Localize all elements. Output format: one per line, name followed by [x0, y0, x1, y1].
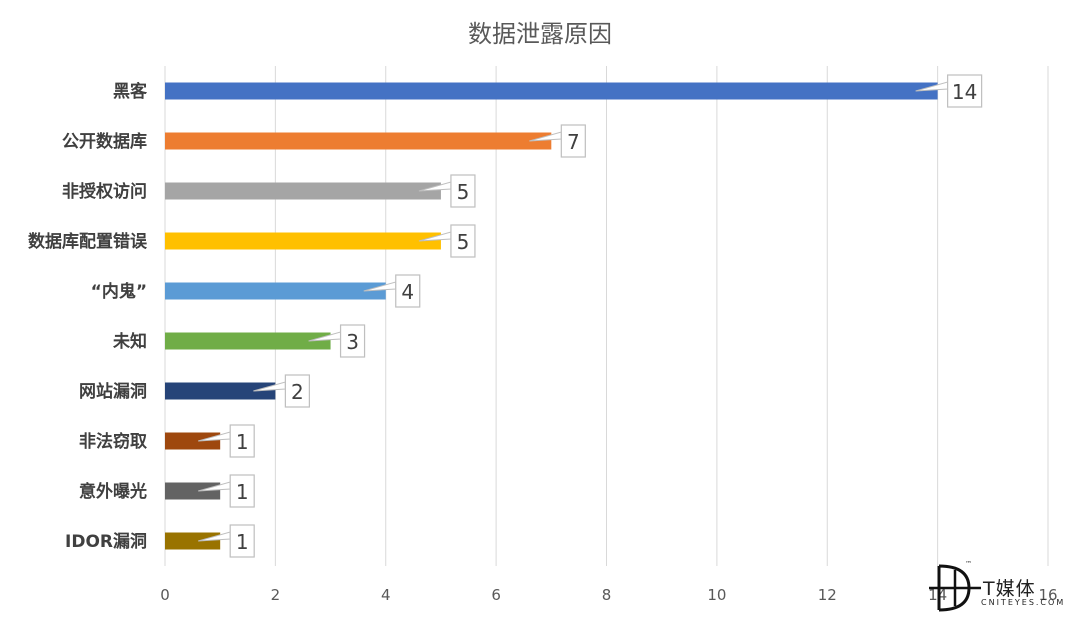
bar	[165, 532, 221, 550]
x-tick-label: 2	[271, 586, 281, 604]
chart-title: 数据泄露原因	[468, 20, 612, 48]
bar	[165, 182, 441, 200]
category-label: “内鬼”	[91, 281, 147, 302]
data-label: 14	[952, 80, 977, 104]
data-label: 5	[457, 180, 470, 204]
data-label: 3	[346, 330, 359, 354]
data-label: 1	[236, 430, 249, 454]
data-label: 1	[236, 530, 249, 554]
label-box	[560, 124, 586, 158]
x-tick-label: 10	[707, 586, 726, 604]
watermark-domain: CNITEYES.COM	[981, 598, 1066, 607]
bar	[165, 382, 276, 400]
x-tick-label: 8	[602, 586, 612, 604]
watermark-logo: ™ T媒体 CNITEYES.COM	[925, 560, 1075, 616]
category-label: 未知	[112, 331, 147, 352]
category-label: 意外曝光	[79, 481, 147, 502]
x-tick-label: 0	[160, 586, 170, 604]
watermark-name: T媒体	[983, 578, 1036, 600]
logo-icon	[929, 564, 981, 612]
bar	[165, 232, 441, 250]
label-box	[229, 474, 255, 508]
label-box	[395, 274, 421, 308]
label-box	[229, 424, 255, 458]
bar	[165, 82, 938, 100]
data-label: 1	[236, 480, 249, 504]
bar	[165, 132, 552, 150]
x-tick-label: 16	[1038, 586, 1057, 604]
x-tick-label: 12	[818, 586, 837, 604]
category-label: 非授权访问	[62, 181, 147, 202]
bar	[165, 482, 221, 500]
bar	[165, 432, 221, 450]
bar	[165, 282, 386, 300]
watermark-tm: ™	[965, 560, 972, 568]
bars	[165, 82, 938, 550]
bar	[165, 332, 331, 350]
data-label: 5	[457, 230, 470, 254]
category-label: 网站漏洞	[79, 381, 147, 402]
x-tick-label: 6	[491, 586, 501, 604]
category-label: 公开数据库	[62, 131, 147, 152]
category-label: 黑客	[113, 81, 148, 102]
category-label: 数据库配置错误	[28, 231, 148, 252]
label-box	[450, 174, 476, 208]
label-box	[339, 324, 366, 358]
x-tick-label: 4	[381, 586, 391, 604]
data-label: 2	[291, 380, 304, 404]
data-labels: 14 7 5 5 4 3 2 1 1 1	[198, 74, 983, 558]
label-box	[229, 524, 255, 558]
category-label: IDOR漏洞	[65, 532, 147, 552]
category-label: 非法窃取	[79, 431, 147, 452]
label-box	[284, 374, 310, 408]
data-label: 7	[567, 130, 580, 154]
x-tick-labels: 0 2 4 6 8 10 12 14 16	[160, 586, 1057, 604]
label-box	[947, 74, 983, 108]
label-box	[450, 224, 476, 258]
data-label: 4	[401, 280, 414, 304]
